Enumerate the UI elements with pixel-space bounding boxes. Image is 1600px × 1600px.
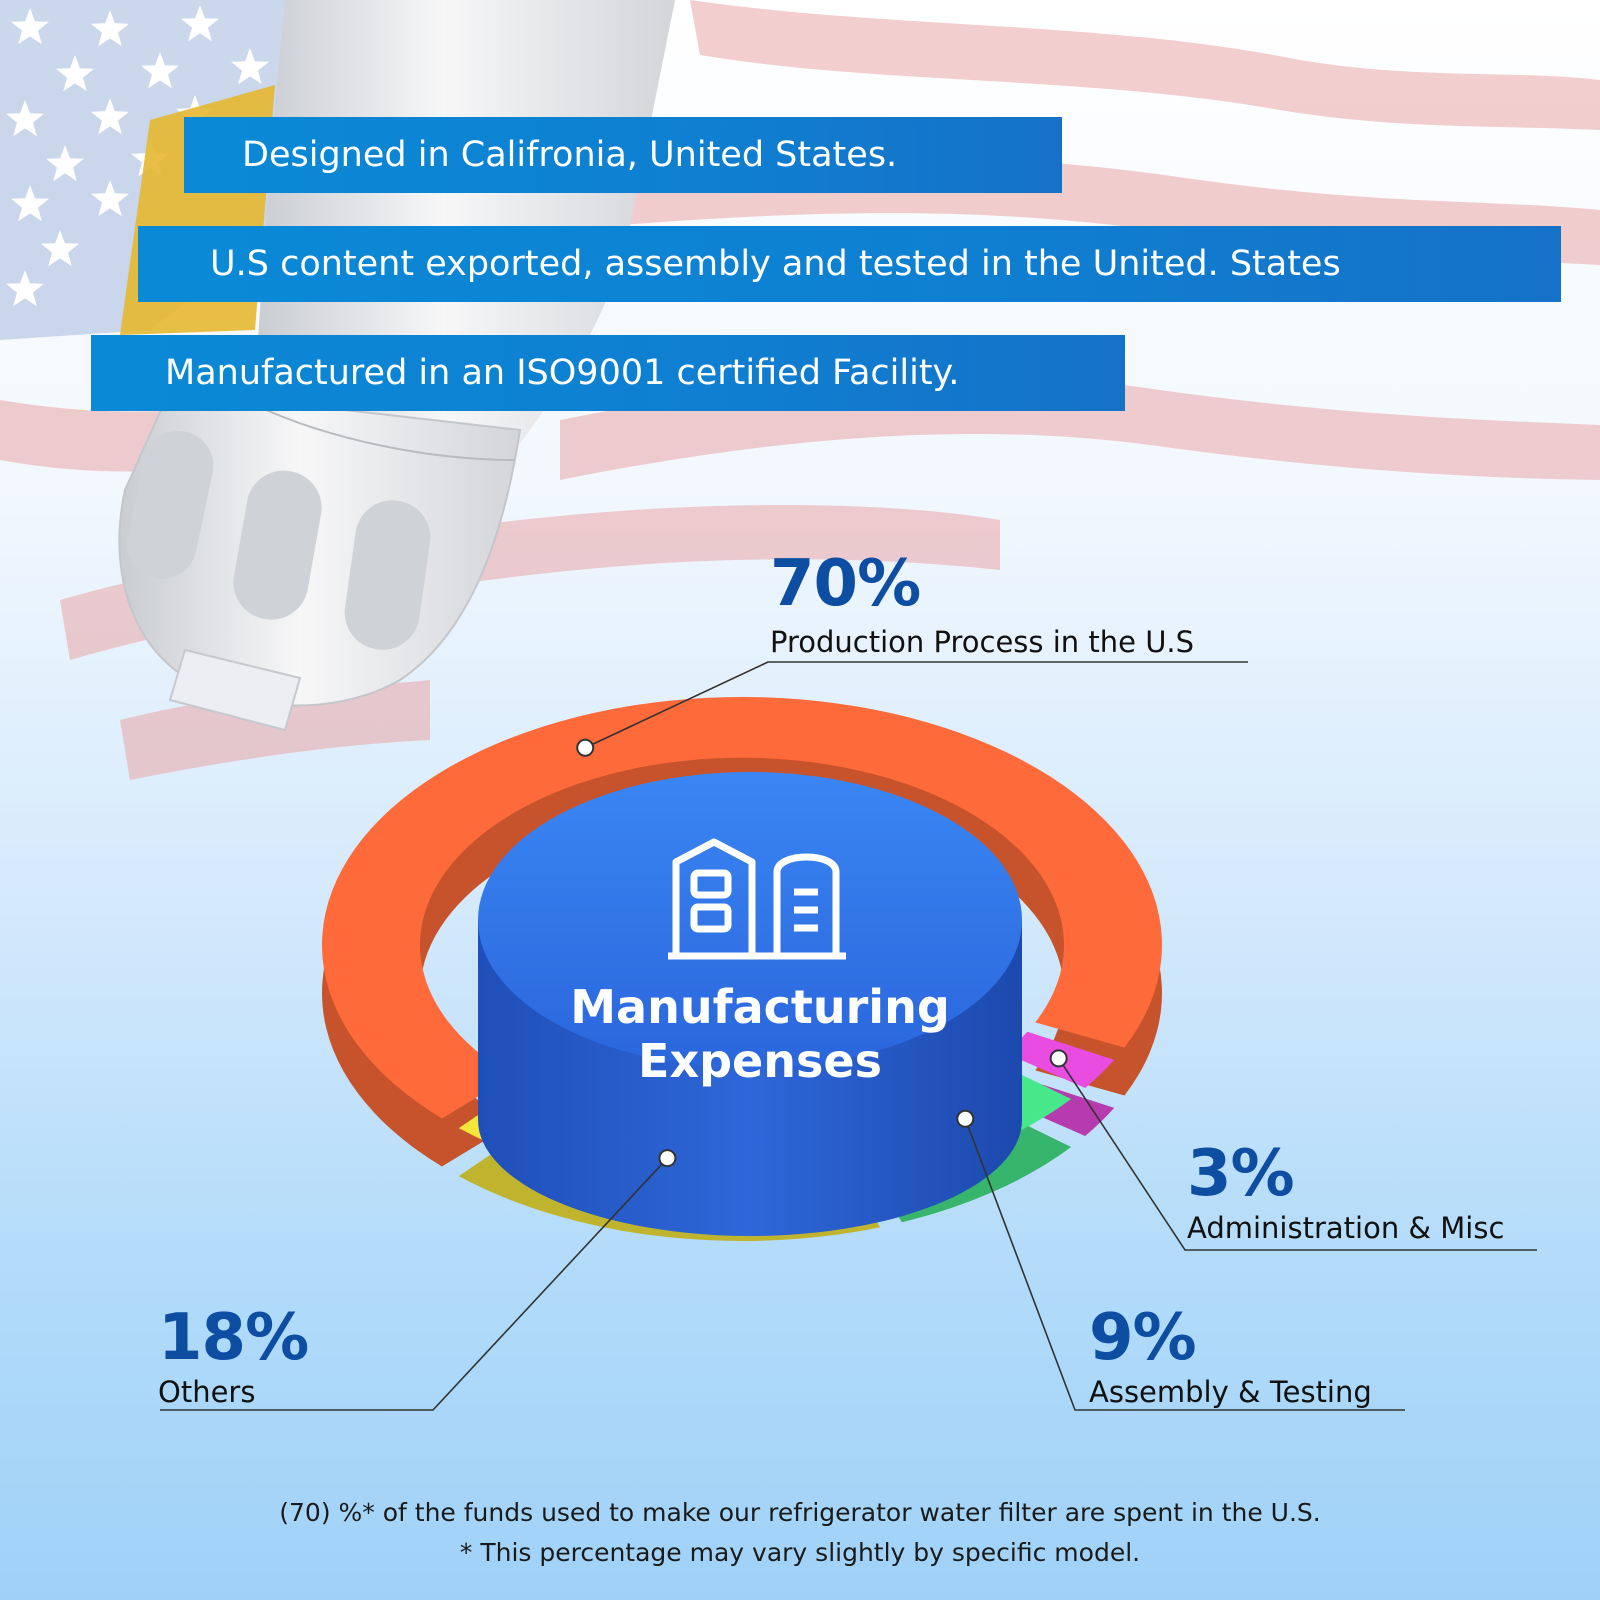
flag-star bbox=[91, 10, 129, 47]
center-title-line2: Expenses bbox=[638, 1034, 882, 1088]
leader-dot-production bbox=[576, 738, 595, 757]
center-title: Manufacturing Expenses bbox=[480, 980, 1040, 1088]
footnote-main: (70) %* of the funds used to make our re… bbox=[279, 1498, 1321, 1527]
leader-dot-assembly bbox=[956, 1109, 975, 1128]
flag-star bbox=[231, 48, 269, 85]
flag-star bbox=[46, 145, 84, 182]
banner-us-content: U.S content exported, assembly and teste… bbox=[138, 226, 1561, 302]
administration-label: Administration & Misc bbox=[1187, 1211, 1505, 1245]
flag-star bbox=[91, 180, 129, 217]
production-percent: 70% bbox=[770, 547, 921, 621]
flag-star bbox=[11, 8, 49, 45]
factory-buildings-icon bbox=[668, 838, 846, 960]
banner-iso9001: Manufactured in an ISO9001 certified Fac… bbox=[91, 335, 1125, 411]
assembly-label: Assembly & Testing bbox=[1089, 1375, 1372, 1409]
flag-star bbox=[6, 100, 44, 137]
leader-line-administration bbox=[1058, 1057, 1537, 1251]
others-percent: 18% bbox=[158, 1301, 309, 1375]
banner-designed-in-california: Designed in Califronia, United States. bbox=[184, 117, 1062, 193]
flag-star bbox=[41, 230, 79, 267]
flag-star bbox=[56, 55, 94, 92]
flag-star bbox=[181, 5, 219, 42]
footnote-disclaimer: * This percentage may vary slightly by s… bbox=[459, 1538, 1141, 1567]
leader-dot-others bbox=[658, 1149, 677, 1168]
flag-star bbox=[11, 185, 49, 222]
callout-administration: 3% Administration & Misc bbox=[1187, 1142, 1504, 1246]
leader-lines bbox=[160, 661, 1537, 1411]
ring-segment-production bbox=[322, 697, 1163, 1119]
others-label: Others bbox=[158, 1375, 256, 1409]
center-title-line1: Manufacturing bbox=[570, 980, 950, 1034]
flag-star bbox=[6, 270, 44, 307]
callout-others: 18% Others bbox=[158, 1301, 309, 1410]
leader-line-others bbox=[160, 1157, 668, 1411]
production-label: Production Process in the U.S bbox=[770, 625, 1195, 659]
leader-line-assembly bbox=[964, 1118, 1405, 1411]
callout-assembly: 9% Assembly & Testing bbox=[1089, 1306, 1372, 1410]
flag-star bbox=[91, 98, 129, 135]
leader-line-production bbox=[584, 661, 1248, 749]
callout-production: 70% Production Process in the U.S bbox=[770, 552, 1194, 660]
leader-dot-administration bbox=[1049, 1049, 1068, 1068]
assembly-percent: 9% bbox=[1089, 1301, 1197, 1375]
flag-star bbox=[141, 52, 179, 89]
administration-percent: 3% bbox=[1187, 1137, 1295, 1211]
